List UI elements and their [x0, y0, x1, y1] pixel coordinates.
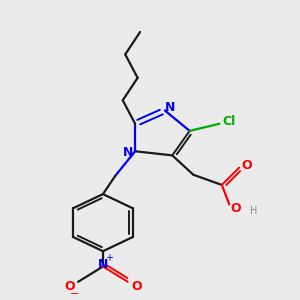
Text: O: O — [230, 202, 241, 215]
Text: +: + — [105, 253, 113, 263]
Text: N: N — [165, 101, 175, 114]
Text: Cl: Cl — [223, 115, 236, 128]
Text: O: O — [241, 159, 252, 172]
Text: N: N — [98, 258, 108, 271]
Text: N: N — [122, 146, 133, 159]
Text: O: O — [131, 280, 142, 293]
Text: H: H — [250, 206, 258, 216]
Text: O: O — [64, 280, 75, 293]
Text: −: − — [70, 289, 79, 299]
